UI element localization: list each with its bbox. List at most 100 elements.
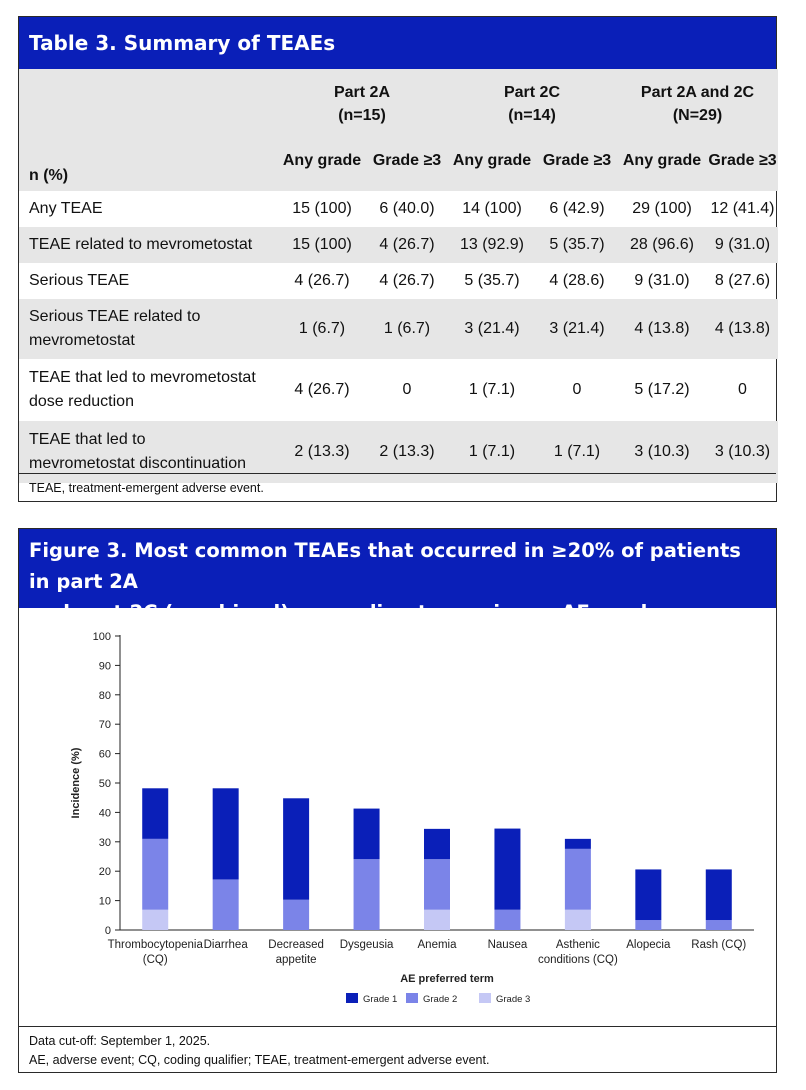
x-tick-label: Rash (CQ) (691, 939, 746, 951)
bar-segment (212, 879, 239, 930)
table-row: TEAE related to mevrometostat 15 (100) 4 (… (19, 227, 778, 263)
x-tick-label: Anemia (418, 939, 458, 951)
table-cell: 1 (6.7) (383, 320, 431, 337)
bar-segment (564, 909, 591, 930)
legend-label: Grade 3 (496, 994, 530, 1005)
table-cell: 9 (31.0) (714, 236, 771, 253)
row-label: Serious TEAE related to mevrometostat (19, 299, 277, 359)
group-name: Part 2A (333, 84, 391, 101)
table-row: TEAE that led to mevrometostat dose reduc… (19, 359, 778, 421)
bar-segment (424, 909, 450, 930)
table-cell: 9 (31.0) (634, 272, 690, 289)
table-cell: 0 (738, 381, 747, 398)
bar-segment (705, 920, 732, 930)
legend-swatch (406, 993, 418, 1003)
footnote-line: AE, adverse event; CQ, coding qualifier;… (29, 1053, 490, 1067)
legend-swatch (479, 993, 491, 1003)
x-tick-label: Thrombocytopenia (108, 939, 204, 951)
bar-segment (142, 838, 169, 910)
table-cell: 5 (17.2) (634, 381, 690, 398)
table-cell: 14 (100) (462, 200, 522, 217)
stacked-bar-chart: 0 10 20 30 40 50 60 70 80 90 100 Incidence (%) Throm… (70, 631, 754, 1005)
table-cell: 5 (35.7) (549, 236, 605, 253)
y-tick-label: 100 (93, 631, 111, 643)
table-cell: 3 (21.4) (464, 320, 520, 337)
figure-panel: Figure 3. Most common TEAEs that occurre… (18, 528, 777, 1073)
table-cell: 12 (41.4) (710, 200, 775, 217)
row-label-line: mevrometostat (29, 332, 135, 349)
row-label-line: TEAE that led to (29, 431, 146, 448)
x-tick-label: Nausea (488, 939, 528, 951)
row-label-line: dose reduction (29, 393, 134, 410)
group-name: Part 2A and 2C (640, 84, 755, 101)
header-blank (19, 69, 277, 131)
row-label: TEAE that led to mevrometostat dose reduc… (19, 359, 277, 421)
row-label: Any TEAE (19, 191, 277, 227)
x-tick-label: (CQ) (143, 954, 168, 966)
group-name: Part 2C (503, 84, 561, 101)
x-tick-label: Alopecia (626, 939, 671, 951)
table-cell: 4 (26.7) (379, 272, 435, 289)
table-cell: 2 (13.3) (379, 443, 435, 460)
legend-swatch (346, 993, 358, 1003)
table-cell: 4 (26.7) (379, 236, 435, 253)
row-label-line: Serious TEAE related to (29, 308, 201, 325)
footnote-line: Data cut-off: September 1, 2025. (29, 1034, 211, 1048)
legend-label: Grade 2 (423, 994, 457, 1005)
y-tick-label: 90 (99, 660, 111, 672)
table-cell: 6 (40.0) (379, 200, 435, 217)
row-label-line: mevrometostat discontinuation (29, 455, 246, 472)
y-tick-label: 50 (99, 778, 111, 790)
table-cell: 5 (35.7) (464, 272, 520, 289)
y-tick-label: 80 (99, 690, 111, 702)
bar-segment (283, 798, 310, 900)
bar-segment (283, 899, 310, 930)
y-tick-label: 20 (99, 866, 111, 878)
figure-footnote: Data cut-off: September 1, 2025. AE, adv… (19, 1026, 776, 1072)
bar-segment (212, 788, 239, 880)
table-panel: Table 3. Summary of TEAEs Part 2A (n=15)… (18, 16, 778, 502)
bar-segment (353, 808, 380, 860)
table-cell: 3 (21.4) (549, 320, 605, 337)
table-cell: 1 (6.7) (298, 320, 346, 337)
bar-segment (494, 828, 521, 910)
table-row: Serious TEAE related to mevrometostat 1 (6… (19, 299, 778, 359)
bar-segment (635, 920, 662, 930)
table-body: Any TEAE 15 (100) 6 (40.0) 14 (100) 6 (42.9)… (19, 191, 778, 483)
row-label-line: TEAE that led to mevrometostat (29, 369, 256, 386)
table-cell: 3 (10.3) (634, 443, 690, 460)
y-tick-label: 60 (99, 749, 111, 761)
subheader: Grade ≥3 (542, 152, 612, 169)
bar-segment (142, 788, 169, 839)
group-n: (n=14) (508, 107, 556, 124)
y-tick-label: 40 (99, 807, 111, 819)
table-cell: 0 (572, 381, 582, 398)
x-tick-label: conditions (CQ) (538, 954, 618, 966)
table-cell: 28 (96.6) (629, 236, 695, 253)
row-label-line: Any TEAE (29, 200, 103, 217)
group-header-row: Part 2A (n=15) Part 2C (n=14) Part 2A an… (19, 69, 778, 131)
table-cell: 4 (13.8) (714, 320, 771, 337)
x-axis-label: AE preferred term (400, 973, 494, 985)
y-tick-label: 70 (99, 719, 111, 731)
bar-segment (564, 838, 591, 849)
table-cell: 8 (27.6) (714, 272, 771, 289)
bar-segment (353, 859, 380, 930)
table-cell: 1 (7.1) (468, 381, 516, 398)
row-label: TEAE related to mevrometostat (19, 227, 277, 263)
group-header-combined: Part 2A and 2C (N=29) (617, 69, 778, 131)
table-cell: 1 (7.1) (553, 443, 601, 460)
table-cell: 4 (26.7) (294, 272, 350, 289)
bar-segment (494, 909, 521, 930)
row-label: TEAE that led to mevrometostat discontinu… (19, 421, 277, 483)
y-axis-label: Incidence (%) (70, 747, 82, 818)
table-row: Any TEAE 15 (100) 6 (40.0) 14 (100) 6 (42.9)… (19, 191, 778, 227)
sub-header-row: n (%) Any grade Grade ≥3 Any grade Grade… (19, 131, 778, 191)
bar-segment (705, 869, 732, 921)
subheader: Any grade (622, 152, 702, 169)
bar-segment (564, 848, 591, 910)
x-tick-label: Dysgeusia (340, 939, 394, 951)
x-tick-label: Decreased (268, 939, 324, 951)
legend-label: Grade 1 (363, 994, 397, 1005)
group-n: (n=15) (338, 107, 386, 124)
